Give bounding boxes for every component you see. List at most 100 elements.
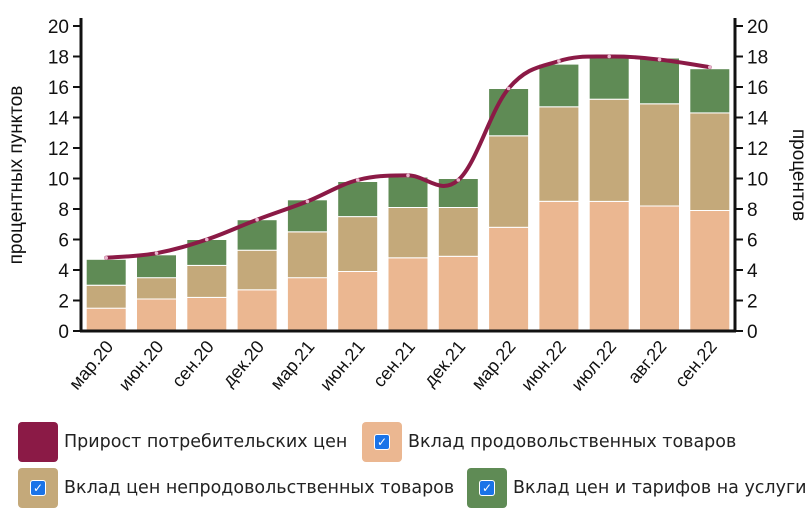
- bar-segment-food: [186, 296, 228, 332]
- stacked-bar-line-chart: 0 0 2 2 4 4 6 6 8 8 10 10 12 12 14 14 16 16 18 18 20 20 мар.2…: [6, 17, 809, 395]
- inflation-points-group: [104, 54, 712, 260]
- legend-item-food[interactable]: ✓ Вклад продовольственных товаров: [362, 422, 736, 462]
- bar-segment-nonfood: [286, 231, 328, 279]
- inflation-point: [305, 199, 310, 204]
- legend: Прирост потребительских цен ✓ Вклад прод…: [0, 414, 809, 508]
- y-tick-label-left: 12: [48, 139, 69, 160]
- legend-label: Вклад продовольственных товаров: [408, 432, 737, 452]
- bar-segment-food: [337, 271, 379, 332]
- y-tick-label-right: 14: [747, 109, 769, 130]
- inflation-point: [154, 251, 159, 255]
- checkbox-checked-icon[interactable]: ✓: [30, 480, 46, 496]
- inflation-point: [205, 237, 209, 242]
- y-tick-label-left: 0: [58, 322, 69, 343]
- legend-swatch-services: ✓: [467, 468, 507, 508]
- bar-segment-nonfood: [236, 249, 278, 291]
- bar-segment-food: [639, 205, 680, 332]
- y-tick-label-right: 0: [747, 322, 758, 343]
- y-tick-label-left: 2: [58, 292, 69, 313]
- bar-segment-services: [538, 63, 580, 108]
- legend-label: Вклад цен и тарифов на услуги: [513, 478, 807, 498]
- y-tick-label-left: 18: [48, 48, 69, 69]
- x-tick-label: июн.22: [517, 337, 570, 395]
- y-tick-label-right: 4: [747, 261, 758, 282]
- x-tick-label: сен.22: [671, 337, 721, 391]
- bar-segment-services: [639, 57, 680, 105]
- y-tick-label-left: 14: [48, 109, 70, 130]
- bar-segment-food: [689, 210, 731, 332]
- legend-item-inflation[interactable]: Прирост потребительских цен: [18, 422, 347, 462]
- bar-segment-nonfood: [437, 207, 479, 257]
- y-tick-label-left: 10: [48, 170, 69, 191]
- x-tick-label: мар.20: [65, 337, 117, 394]
- legend-swatch-food: ✓: [362, 422, 402, 462]
- y-tick-label-right: 8: [747, 200, 758, 221]
- inflation-point: [557, 59, 561, 63]
- bar-segment-food: [387, 257, 429, 332]
- bar-segment-food: [85, 307, 127, 332]
- x-tick-label: дек.21: [420, 337, 470, 391]
- y-tick-label-right: 10: [747, 170, 768, 191]
- y-tick-label-left: 6: [58, 231, 69, 252]
- bars-group: [85, 56, 731, 332]
- x-tick-label: сен.20: [168, 337, 218, 391]
- inflation-point: [104, 255, 108, 260]
- bar-segment-nonfood: [337, 216, 379, 273]
- inflation-point: [255, 217, 259, 222]
- legend-swatch-inflation: [18, 422, 58, 462]
- x-tick-label: дек.20: [219, 337, 269, 391]
- inflation-point: [355, 178, 360, 182]
- bar-segment-food: [437, 255, 479, 332]
- y-tick-label-right: 12: [747, 139, 768, 160]
- bar-segment-nonfood: [186, 264, 228, 298]
- bar-segment-nonfood: [488, 135, 530, 228]
- inflation-point: [406, 173, 410, 178]
- x-tick-label: июн.21: [316, 337, 369, 395]
- bar-segment-services: [437, 178, 479, 208]
- bar-segment-nonfood: [387, 207, 429, 259]
- checkbox-checked-icon[interactable]: ✓: [479, 480, 495, 496]
- x-tick-label: мар.21: [266, 337, 318, 394]
- bar-segment-food: [538, 200, 580, 332]
- bar-segment-services: [588, 56, 630, 100]
- legend-item-nonfood[interactable]: ✓ Вклад цен непродовольственных товаров: [18, 468, 454, 508]
- y-tick-label-right: 16: [747, 78, 768, 99]
- y-axis-label-left: процентных пунктов: [6, 86, 27, 265]
- bar-segment-services: [85, 258, 127, 286]
- legend-swatch-nonfood: ✓: [18, 468, 58, 508]
- y-tick-label-right: 20: [747, 17, 768, 38]
- x-tick-label: авг.22: [624, 337, 671, 387]
- bar-segment-food: [236, 289, 278, 332]
- inflation-point: [657, 57, 662, 62]
- inflation-point: [456, 178, 461, 182]
- x-tick-label: сен.21: [369, 337, 419, 391]
- y-tick-label-left: 8: [58, 200, 69, 221]
- y-tick-label-right: 18: [747, 48, 768, 69]
- y-tick-label-left: 4: [58, 261, 69, 282]
- bar-segment-nonfood: [588, 98, 630, 202]
- bar-segment-services: [337, 181, 379, 218]
- y-ticks-group: 0 0 2 2 4 4 6 6 8 8 10 10 12 12 14 14 16 16 18 18 20 20: [48, 17, 769, 343]
- bar-segment-nonfood: [136, 277, 177, 300]
- inflation-point: [708, 65, 712, 69]
- bar-segment-nonfood: [639, 103, 680, 207]
- y-tick-label-left: 16: [48, 78, 69, 99]
- bar-segment-nonfood: [538, 106, 580, 202]
- bar-segment-services: [136, 254, 177, 279]
- y-tick-label-left: 20: [48, 17, 69, 38]
- bar-segment-nonfood: [85, 284, 127, 309]
- y-axis-label-right: процентов: [788, 129, 809, 221]
- bar-segment-food: [136, 298, 177, 332]
- bar-segment-services: [387, 176, 429, 208]
- legend-item-services[interactable]: ✓ Вклад цен и тарифов на услуги: [467, 468, 807, 508]
- legend-label: Прирост потребительских цен: [64, 432, 348, 452]
- bar-segment-nonfood: [689, 112, 731, 211]
- x-tick-label: мар.22: [467, 337, 519, 394]
- checkbox-checked-icon[interactable]: ✓: [374, 434, 390, 450]
- bar-segment-food: [286, 277, 328, 332]
- x-tick-label: июл.22: [567, 337, 620, 395]
- bar-segment-services: [689, 68, 731, 114]
- y-tick-label-right: 2: [747, 292, 758, 313]
- bar-segment-food: [488, 226, 530, 332]
